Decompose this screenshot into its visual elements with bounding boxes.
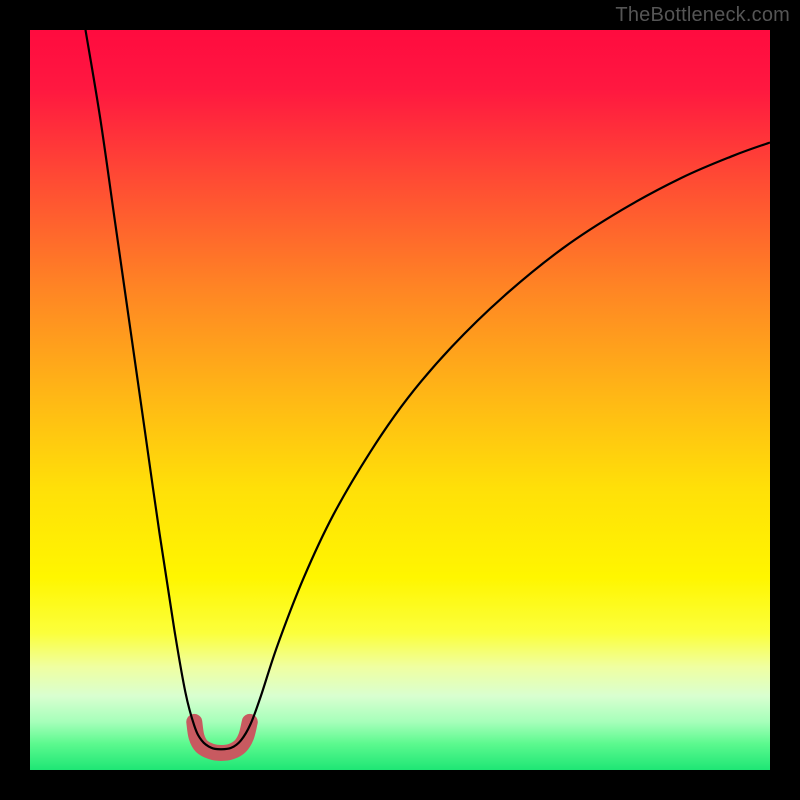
watermark-text: TheBottleneck.com (615, 4, 790, 27)
chart-stage: { "watermark": { "text": "TheBottleneck.… (0, 0, 800, 800)
chart-svg (0, 0, 800, 800)
